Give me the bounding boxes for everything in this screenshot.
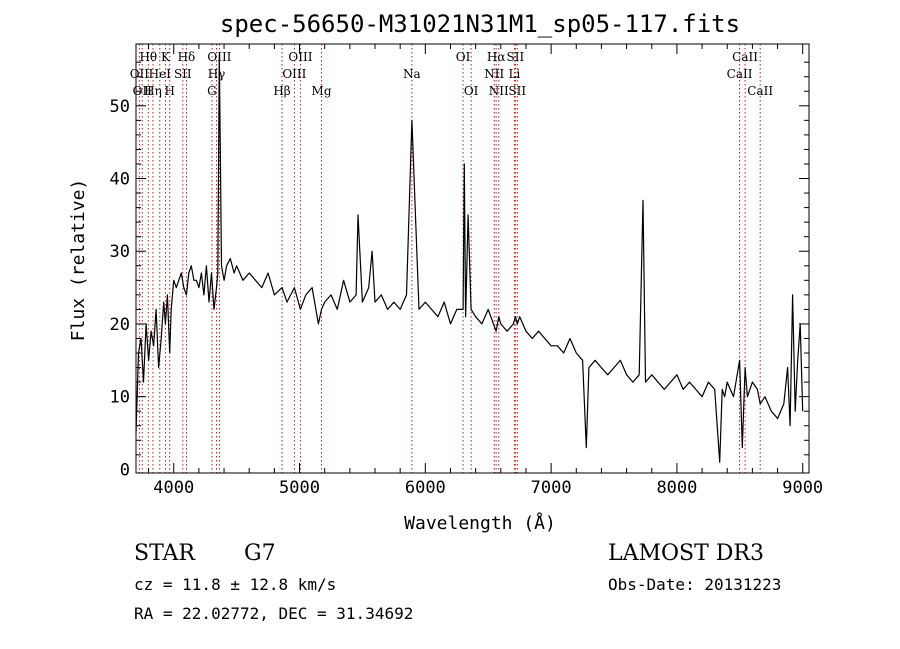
line-marker-label: OIII xyxy=(282,67,306,81)
line-marker-label: SII xyxy=(174,67,192,81)
axis-tick-labels: 4000 5000 6000 7000 8000 9000 0 10 20 30 40 50 xyxy=(110,97,824,498)
line-markers xyxy=(138,44,761,473)
x-tick-label: 7000 xyxy=(531,478,572,498)
line-marker-label: OII xyxy=(133,84,153,98)
chart-title: spec-56650-M31021N31M1_sp05-117.fits xyxy=(220,10,740,38)
line-marker-label: NII xyxy=(489,84,509,98)
y-tick-label: 20 xyxy=(110,315,130,335)
plot-frame xyxy=(135,43,810,474)
line-marker-label: OIII xyxy=(288,50,312,64)
y-tick-label: 40 xyxy=(110,170,130,190)
line-marker-label: CaII xyxy=(747,84,773,98)
coordinates: RA = 22.02772, DEC = 31.34692 xyxy=(134,604,413,623)
line-marker-label: SII xyxy=(508,84,526,98)
line-marker-label: NII xyxy=(484,67,504,81)
survey-name: LAMOST DR3 xyxy=(608,541,764,566)
y-tick-label: 30 xyxy=(110,242,130,262)
x-tick-label: 9000 xyxy=(782,478,823,498)
x-tick-label: 6000 xyxy=(405,478,446,498)
observation-date: Obs-Date: 20131223 xyxy=(608,575,781,594)
object-subclass: G7 xyxy=(244,541,276,566)
line-marker-label: Na xyxy=(403,67,421,81)
y-axis-label: Flux (relative) xyxy=(68,179,89,342)
line-marker-label: Hη xyxy=(144,84,162,98)
object-class: STAR xyxy=(134,541,196,566)
line-marker-label: Hβ xyxy=(273,84,290,98)
line-marker-label: Hθ xyxy=(139,50,157,64)
line-marker-labels: OIIOIIHθHηHeIKHSIIHδGHγOIIIHβOIIIOIIIMgN… xyxy=(130,50,774,98)
line-marker-label: OI xyxy=(456,50,471,64)
spectrum-line xyxy=(135,54,804,463)
line-marker-label: Hδ xyxy=(178,50,196,64)
line-marker-label: K xyxy=(161,50,171,64)
y-tick-label: 50 xyxy=(110,97,130,117)
line-marker-label: Li xyxy=(508,67,520,81)
line-marker-label: Hα xyxy=(487,50,506,64)
line-marker-label: CaII xyxy=(727,67,753,81)
line-marker-label: HeI xyxy=(149,67,172,81)
line-marker-label: OI xyxy=(464,84,479,98)
line-marker-label: OII xyxy=(130,67,150,81)
x-axis-label: Wavelength (Å) xyxy=(404,512,556,534)
x-tick-label: 4000 xyxy=(153,478,194,498)
x-tick-label: 8000 xyxy=(656,478,697,498)
line-marker-label: CaII xyxy=(732,50,758,64)
line-marker-label: G xyxy=(207,84,217,98)
x-tick-label: 5000 xyxy=(279,478,320,498)
y-tick-label: 10 xyxy=(110,388,130,408)
line-marker-label: Hγ xyxy=(208,67,226,81)
axis-ticks xyxy=(136,44,809,473)
redshift-velocity: cz = 11.8 ± 12.8 km/s xyxy=(134,575,336,594)
line-marker-label: H xyxy=(164,84,174,98)
y-tick-label: 0 xyxy=(120,460,130,480)
line-marker-label: SII xyxy=(507,50,525,64)
line-marker-label: Mg xyxy=(312,84,332,98)
